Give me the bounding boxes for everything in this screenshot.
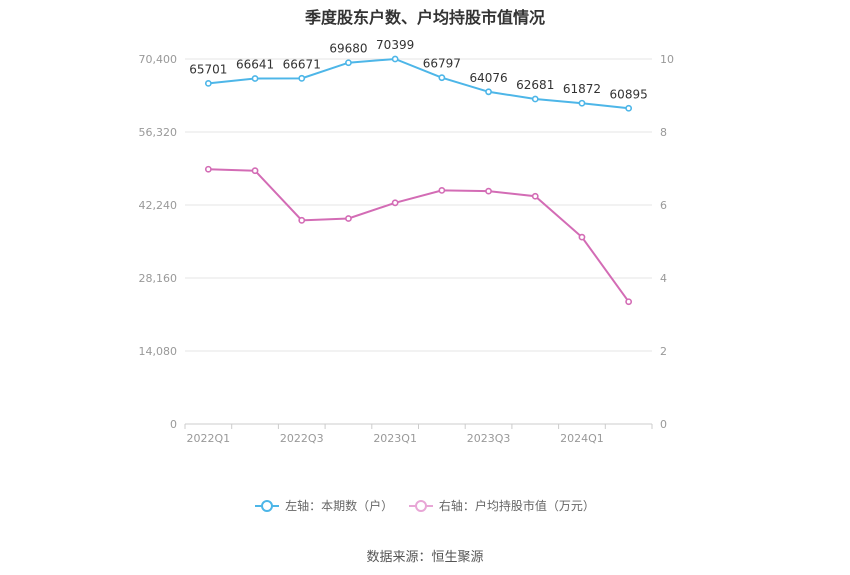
data-label: 62681 <box>516 78 554 92</box>
data-label: 64076 <box>469 71 507 85</box>
data-point <box>298 74 306 82</box>
legend-label-households: 左轴：本期数（户） <box>285 499 394 513</box>
x-tick-label: 2023Q1 <box>373 432 417 445</box>
gridlines <box>185 58 652 352</box>
legend-item-households[interactable]: 左轴：本期数（户） <box>255 497 393 514</box>
data-point <box>531 95 539 103</box>
data-source: 数据来源：恒生聚源 <box>366 550 484 565</box>
data-point <box>298 216 306 224</box>
legend-label-avg-market-value: 右轴：户均持股市值（万元） <box>438 499 595 513</box>
data-point <box>485 88 492 96</box>
data-point <box>204 165 212 173</box>
data-point <box>391 199 399 207</box>
x-tick-label: 2022Q1 <box>187 432 231 445</box>
data-label: 69680 <box>329 42 367 56</box>
left-tick-label: 56,320 <box>139 126 178 139</box>
legend-marker-households <box>255 499 280 512</box>
series-layer <box>204 55 633 306</box>
legend-item-avg-market-value[interactable]: 右轴：户均持股市值（万元） <box>408 497 595 514</box>
data-point <box>438 186 446 194</box>
data-point <box>391 55 399 63</box>
x-tick-label: 2024Q1 <box>560 432 604 445</box>
x-tick-label: 2023Q3 <box>467 432 511 445</box>
chart-title: 季度股东户数、户均持股市值情况 <box>304 8 545 27</box>
data-labels: 65701 66641 66671 69680 70399 66797 64076 62681… <box>189 38 647 101</box>
data-point <box>345 215 352 222</box>
data-point <box>345 59 352 67</box>
data-label: 66797 <box>423 57 461 71</box>
data-label: 66641 <box>236 57 274 71</box>
left-tick-label: 28,160 <box>139 272 178 285</box>
right-tick-label: 6 <box>660 199 667 212</box>
right-tick-label: 10 <box>660 53 674 66</box>
left-tick-label: 14,080 <box>139 345 178 358</box>
legend-marker-avg-market-value <box>408 499 433 512</box>
data-point <box>438 74 446 82</box>
series-line-avg-market-value <box>208 168 630 303</box>
left-tick-label: 42,240 <box>139 199 178 212</box>
data-point <box>625 298 633 306</box>
data-point <box>578 233 586 241</box>
data-label: 65701 <box>189 62 227 76</box>
data-point <box>251 75 259 82</box>
data-point <box>578 99 586 107</box>
x-tick-label: 2022Q3 <box>280 432 324 445</box>
data-point <box>531 192 539 200</box>
right-tick-label: 0 <box>660 418 667 431</box>
legend: 左轴：本期数（户） 右轴：户均持股市值（万元） <box>0 497 850 515</box>
left-tick-label: 0 <box>170 418 177 431</box>
right-tick-label: 2 <box>660 345 667 358</box>
left-axis-ticks: 0 14,080 28,160 42,240 56,320 70,400 <box>139 53 178 431</box>
left-tick-label: 70,400 <box>139 53 178 66</box>
data-point <box>625 104 633 112</box>
x-axis: 2022Q1 2022Q3 2023Q1 2023Q3 2024Q1 <box>184 423 653 445</box>
right-tick-label: 4 <box>660 272 667 285</box>
data-point <box>485 187 492 195</box>
data-label: 66671 <box>283 57 321 71</box>
data-point <box>204 79 212 87</box>
data-point <box>251 167 259 175</box>
right-tick-label: 8 <box>660 126 667 139</box>
data-label: 61872 <box>563 82 601 96</box>
data-label: 70399 <box>376 38 414 52</box>
series-line-households <box>208 57 629 110</box>
data-label: 60895 <box>610 87 648 101</box>
right-axis-ticks: 0 2 4 6 8 10 <box>660 53 674 431</box>
